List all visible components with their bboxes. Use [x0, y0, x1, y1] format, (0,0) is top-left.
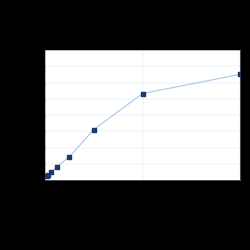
Point	[68, 155, 71, 159]
Point	[92, 128, 96, 132]
Point	[44, 174, 48, 178]
Point	[238, 72, 242, 76]
Y-axis label: OD: OD	[26, 111, 31, 119]
Point	[55, 164, 59, 168]
Point	[140, 92, 144, 96]
Point	[49, 170, 53, 174]
X-axis label: Rat Cartilage Oligomeric Matrix Protein (COMP)
Concentration (ng/ml): Rat Cartilage Oligomeric Matrix Protein …	[78, 192, 207, 203]
Point	[46, 173, 50, 177]
